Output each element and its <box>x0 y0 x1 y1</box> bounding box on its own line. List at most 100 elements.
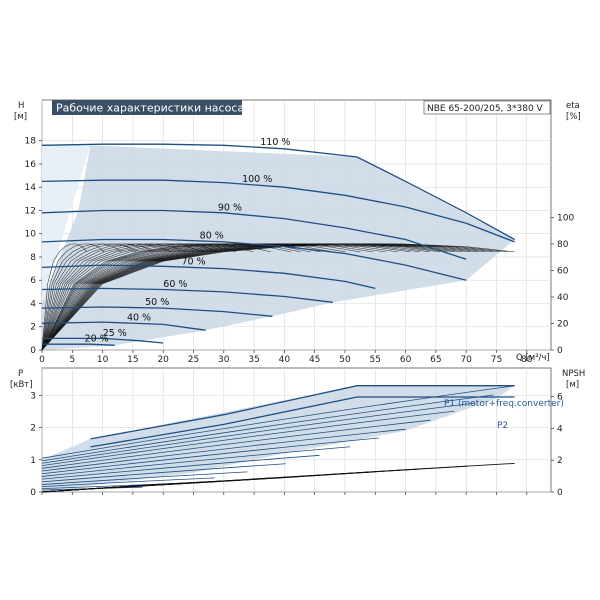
npsh-tick-label: 6 <box>557 393 563 403</box>
npsh-ticks: 0 2 4 6 <box>551 393 563 498</box>
head-curve <box>41 306 273 317</box>
power-y-tick-label: 1 <box>30 456 36 466</box>
head-x-tick-label: 40 <box>279 355 291 365</box>
head-y-ticks: 0 2 4 6 8 10 12 14 16 18 <box>25 137 42 356</box>
power-curve <box>41 446 351 477</box>
npsh-axis-label: NPSH [м] <box>562 369 585 390</box>
head-curve <box>41 209 467 260</box>
head-x-tick-label: 10 <box>97 355 109 365</box>
head-x-tick-label: 75 <box>491 355 502 365</box>
efficiency-curve <box>41 243 155 351</box>
head-curve-label: 40 % <box>127 312 151 323</box>
efficiency-curve <box>41 243 187 351</box>
power-curve <box>41 394 494 462</box>
head-curve-label: 90 % <box>218 202 242 213</box>
head-y-tick-label: 12 <box>25 206 36 216</box>
head-curve <box>41 321 206 331</box>
power-curve <box>41 477 215 487</box>
power-curve <box>41 428 406 472</box>
head-curve-label: 70 % <box>181 256 205 267</box>
head-curve-label: 60 % <box>163 279 187 290</box>
eta-tick-label: 80 <box>557 240 569 250</box>
head-panel: 110 %100 %90 %80 %70 %60 %50 %40 %25 %20… <box>14 99 581 365</box>
efficiency-curve <box>41 243 122 351</box>
operating-area-light <box>42 145 91 350</box>
efficiency-curve <box>41 243 448 351</box>
head-curve <box>42 337 164 344</box>
head-x-tick-label: 60 <box>400 355 412 365</box>
head-x-tick-label: 65 <box>430 355 441 365</box>
title-box <box>52 100 242 115</box>
power-panel: 0 1 2 3 0 2 4 6 P1 (motor+freq.converter) P2 P… <box>10 367 585 498</box>
efficiency-curve <box>41 243 361 351</box>
efficiency-curve <box>41 243 88 351</box>
head-x-tick-label: 30 <box>218 355 230 365</box>
model-label: NBE 65-200/205, 3*380 V <box>427 104 544 114</box>
head-curve-label: 110 % <box>260 137 290 148</box>
head-x-tick-label: 0 <box>39 355 45 365</box>
power-curve <box>41 437 379 475</box>
efficiency-curve <box>41 243 478 351</box>
head-x-tick-label: 25 <box>188 355 199 365</box>
npsh-curves <box>41 462 515 493</box>
head-axis-label: H [м] <box>14 101 27 122</box>
head-curve-label: 25 % <box>103 328 127 339</box>
efficiency-curve <box>41 243 500 351</box>
power-axis-label: P [кВт] <box>10 369 33 390</box>
p1-label: P1 (motor+freq.converter) <box>444 399 564 409</box>
head-y-tick-label: 6 <box>30 276 36 286</box>
power-y-ticks: 0 1 2 3 <box>30 391 42 498</box>
eta-tick-label: 100 <box>557 213 574 223</box>
head-curve-label: 100 % <box>242 174 272 185</box>
chart-title: Рабочие характеристики насоса <box>56 102 244 115</box>
power-y-tick-label: 3 <box>30 391 36 401</box>
npsh-axis-symbol: NPSH <box>562 369 585 379</box>
power-axis-unit: [кВт] <box>10 380 33 390</box>
head-x-tick-label: 20 <box>157 355 169 365</box>
head-curves: 110 % 100 % 90 % 80 % 70 % 60 % 50 % 40 %25 %20… <box>41 137 515 346</box>
head-y-tick-label: 10 <box>25 230 37 240</box>
npsh-tick-label: 4 <box>557 424 563 434</box>
npsh-tick-label: 0 <box>557 488 563 498</box>
p2-label: P2 <box>497 421 508 431</box>
efficiency-curves <box>41 243 515 351</box>
power-curve <box>41 419 431 469</box>
head-x-tick-label: 50 <box>339 355 351 365</box>
power-area <box>42 385 515 492</box>
head-y-tick-label: 14 <box>25 183 37 193</box>
power-curve <box>41 463 286 483</box>
efficiency-curve <box>41 243 421 351</box>
eta-tick-label: 20 <box>557 319 569 329</box>
power-y-tick-label: 0 <box>30 488 36 498</box>
head-curve-label: 50 % <box>145 297 169 308</box>
head-x-tick-label: 70 <box>460 355 472 365</box>
head-x-tick-label: 5 <box>69 355 75 365</box>
efficiency-curve <box>41 243 172 351</box>
efficiency-curve <box>41 243 455 351</box>
power-area-fill <box>42 385 515 492</box>
efficiency-curve <box>41 243 441 351</box>
efficiency-curve <box>41 243 386 351</box>
head-y-tick-label: 8 <box>30 253 36 263</box>
head-x-tick-label: 35 <box>248 355 259 365</box>
head-curve <box>41 287 333 303</box>
power-axis-symbol: P <box>18 369 23 379</box>
efficiency-curve <box>41 243 463 351</box>
eta-axis-label: eta [%] <box>566 101 581 122</box>
efficiency-curve <box>41 243 470 351</box>
head-curve-label: 20 % <box>85 333 109 344</box>
eta-tick-label: 60 <box>557 266 569 276</box>
power-x-ticks <box>41 492 528 495</box>
eta-axis-symbol: eta <box>566 101 580 111</box>
eta-axis-unit: [%] <box>566 112 581 122</box>
efficiency-curve <box>41 243 398 351</box>
head-x-tick-label: 80 <box>521 355 533 365</box>
head-y-tick-label: 2 <box>30 323 36 333</box>
head-y-tick-label: 18 <box>25 137 37 147</box>
head-x-tick-label: 55 <box>370 355 381 365</box>
head-axis-symbol: H <box>18 101 24 111</box>
head-x-ticks: 0 5 10 15 20 25 30 35 40 45 50 55 60 65 70 75 80 <box>39 350 533 365</box>
power-curve <box>41 454 320 480</box>
head-curve <box>41 264 376 290</box>
